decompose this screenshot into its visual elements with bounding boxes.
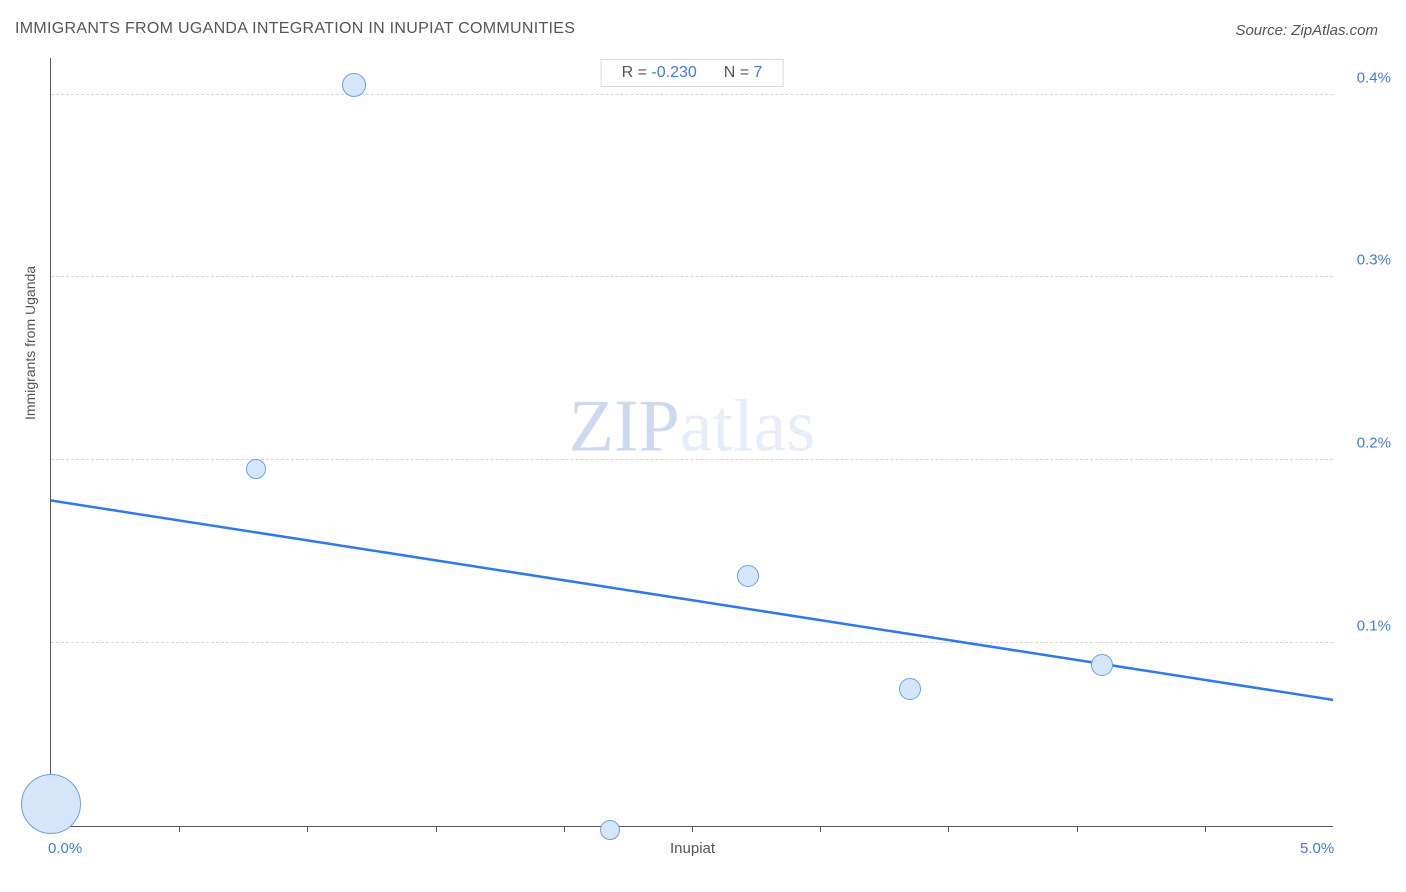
x-min-label: 0.0%	[48, 840, 82, 857]
watermark-zip: ZIP	[569, 385, 680, 467]
x-tick	[564, 826, 565, 832]
watermark: ZIPatlas	[569, 384, 816, 469]
data-point	[899, 678, 921, 700]
data-point	[737, 565, 759, 587]
y-tick-label: 0.4%	[1341, 69, 1391, 86]
x-tick	[436, 826, 437, 832]
y-tick-label: 0.3%	[1341, 252, 1391, 269]
n-label: N =	[724, 64, 749, 81]
y-tick-label: 0.1%	[1341, 618, 1391, 635]
x-tick	[692, 826, 693, 832]
data-point	[600, 820, 620, 840]
y-tick-label: 0.2%	[1341, 435, 1391, 452]
gridline	[51, 276, 1333, 277]
data-point	[21, 774, 81, 834]
x-tick	[1077, 826, 1078, 832]
stats-box: R = -0.230 N = 7	[601, 59, 784, 87]
gridline	[51, 459, 1333, 460]
x-tick	[948, 826, 949, 832]
r-value: -0.230	[651, 64, 696, 81]
x-tick	[820, 826, 821, 832]
data-point	[246, 459, 266, 479]
y-axis-label: Immigrants from Uganda	[22, 266, 38, 420]
gridline	[51, 94, 1333, 95]
x-tick	[307, 826, 308, 832]
watermark-atlas: atlas	[680, 385, 816, 467]
x-tick	[179, 826, 180, 832]
gridline	[51, 642, 1333, 643]
plot-area: ZIPatlas R = -0.230 N = 7 0.1%0.2%0.3%0.…	[50, 58, 1333, 827]
x-max-label: 5.0%	[1300, 840, 1334, 857]
data-point	[342, 73, 366, 97]
data-point	[1091, 654, 1113, 676]
chart-title: IMMIGRANTS FROM UGANDA INTEGRATION IN IN…	[15, 20, 575, 38]
x-tick	[1205, 826, 1206, 832]
x-axis-label: Inupiat	[670, 840, 715, 857]
r-label: R =	[622, 64, 647, 81]
n-value: 7	[753, 64, 762, 81]
source-label: Source: ZipAtlas.com	[1235, 22, 1378, 39]
